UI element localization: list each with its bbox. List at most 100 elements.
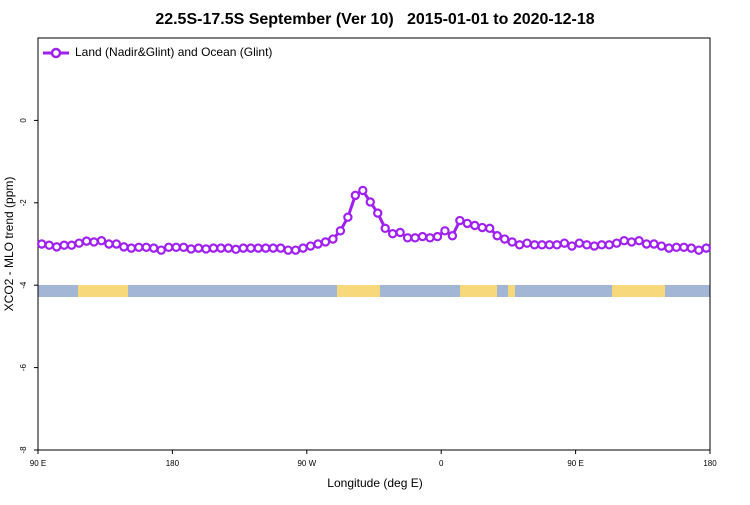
data-point bbox=[156, 245, 166, 255]
data-point bbox=[499, 234, 510, 244]
data-point bbox=[641, 239, 652, 249]
data-point bbox=[290, 245, 301, 255]
data-point bbox=[178, 242, 189, 252]
data-point bbox=[410, 233, 420, 243]
data-point bbox=[66, 240, 77, 250]
x-tick-label: 90 E bbox=[30, 459, 46, 468]
data-point bbox=[320, 237, 331, 247]
data-point bbox=[238, 243, 249, 253]
data-point bbox=[492, 231, 502, 241]
data-point bbox=[373, 208, 383, 218]
data-point bbox=[462, 218, 473, 229]
data-point bbox=[216, 243, 226, 253]
data-point bbox=[51, 242, 62, 252]
data-point bbox=[604, 240, 614, 250]
data-point bbox=[261, 243, 271, 253]
x-tick-label: 180 bbox=[166, 459, 180, 468]
data-point bbox=[529, 240, 540, 250]
data-point bbox=[589, 241, 599, 251]
data-point bbox=[89, 237, 99, 247]
data-point bbox=[201, 244, 211, 254]
data-point bbox=[134, 242, 144, 252]
data-point bbox=[417, 231, 428, 242]
data-point bbox=[81, 236, 92, 246]
y-tick-label: -4 bbox=[19, 281, 28, 289]
data-point bbox=[387, 228, 398, 239]
x-axis-label: Longitude (deg E) bbox=[327, 476, 422, 490]
y-tick-label: -8 bbox=[19, 446, 28, 454]
data-point bbox=[597, 240, 607, 250]
data-point bbox=[193, 243, 204, 253]
data-point bbox=[552, 240, 562, 250]
data-point bbox=[59, 240, 69, 250]
data-point bbox=[268, 243, 278, 253]
data-point bbox=[171, 242, 181, 252]
data-point bbox=[544, 240, 555, 250]
data-point bbox=[664, 243, 674, 253]
data-point bbox=[567, 241, 577, 251]
data-point bbox=[37, 239, 47, 249]
data-point bbox=[96, 236, 107, 246]
y-axis-label: XCO2 - MLO trend (ppm) bbox=[2, 177, 16, 312]
data-point bbox=[119, 242, 129, 252]
data-point bbox=[619, 236, 629, 246]
data-point bbox=[559, 238, 570, 248]
data-point bbox=[231, 244, 241, 255]
data-point bbox=[395, 227, 405, 238]
data-point bbox=[626, 237, 637, 247]
data-point bbox=[485, 223, 495, 234]
data-point bbox=[111, 239, 122, 249]
data-point bbox=[74, 238, 84, 248]
data-point bbox=[149, 243, 159, 253]
data-point bbox=[335, 226, 346, 236]
data-point bbox=[328, 234, 338, 244]
data-point bbox=[656, 241, 667, 251]
land-band bbox=[612, 285, 665, 297]
data-point bbox=[223, 243, 234, 253]
x-tick-label: 90 E bbox=[567, 459, 583, 468]
data-point bbox=[350, 190, 361, 201]
y-tick-label: -6 bbox=[19, 363, 28, 371]
data-point bbox=[477, 222, 487, 233]
data-point bbox=[246, 243, 256, 253]
data-point bbox=[686, 243, 697, 253]
data-point bbox=[611, 238, 622, 248]
data-point bbox=[694, 245, 704, 255]
data-point bbox=[253, 243, 263, 253]
y-tick-label: 0 bbox=[19, 118, 28, 123]
data-point bbox=[470, 220, 480, 231]
data-point bbox=[208, 243, 219, 253]
data-point bbox=[126, 243, 137, 253]
land-band bbox=[78, 285, 128, 297]
data-point bbox=[298, 243, 308, 253]
data-point bbox=[507, 237, 517, 247]
data-point bbox=[163, 242, 174, 252]
data-point bbox=[701, 243, 711, 253]
data-point bbox=[358, 185, 368, 196]
data-point bbox=[141, 242, 151, 252]
data-point bbox=[582, 240, 592, 250]
data-point bbox=[514, 240, 525, 250]
data-point bbox=[440, 226, 450, 236]
x-tick-label: 180 bbox=[703, 459, 717, 468]
data-point bbox=[365, 197, 375, 207]
data-point bbox=[186, 244, 196, 254]
data-point bbox=[313, 239, 323, 249]
data-point bbox=[522, 238, 532, 248]
legend-marker bbox=[50, 47, 62, 59]
land-band bbox=[337, 285, 380, 297]
data-point bbox=[305, 241, 316, 251]
data-point bbox=[649, 239, 659, 249]
legend-label: Land (Nadir&Glint) and Ocean (Glint) bbox=[75, 45, 272, 59]
x-tick-label: 0 bbox=[439, 459, 444, 468]
data-point bbox=[104, 239, 114, 249]
data-point bbox=[432, 231, 443, 242]
data-point bbox=[574, 238, 585, 248]
data-point bbox=[425, 233, 435, 243]
data-point bbox=[380, 223, 390, 234]
data-point bbox=[455, 215, 465, 226]
land-band bbox=[508, 285, 515, 297]
data-point bbox=[402, 233, 413, 243]
data-point bbox=[343, 212, 353, 222]
